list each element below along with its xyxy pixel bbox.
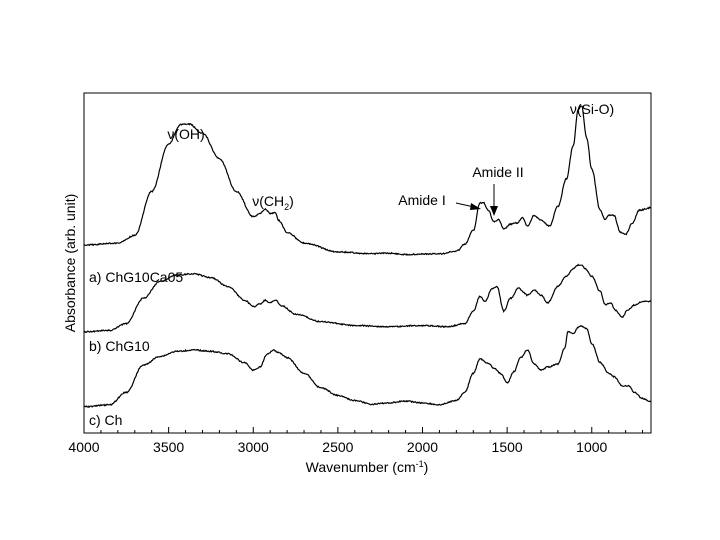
- series-line-chinv-g10ca05: [83, 105, 652, 256]
- y-axis-label: Absorbance (arb. unit): [62, 194, 78, 333]
- x-tick-label-1500: 1500: [492, 439, 523, 455]
- annotation-sio: ν(Si-O): [570, 101, 614, 117]
- series-labels: a) ChG10Ca05 b) ChG10 c) Ch: [89, 269, 183, 428]
- plot-frame: [83, 92, 652, 434]
- amide-i-arrow: [455, 202, 481, 210]
- x-axis: 4000 3500 3000 2500 2000 1500 1000: [68, 427, 644, 455]
- series-layer: [83, 105, 652, 408]
- x-tick-label-2500: 2500: [322, 439, 353, 455]
- annotation-amide-i: Amide I: [398, 192, 445, 208]
- series-label-chg10: b) ChG10: [89, 338, 150, 354]
- series-line-chg10: [83, 263, 652, 334]
- annotation-amide-ii: Amide II: [472, 164, 523, 180]
- annotation-ch2: ν(CH2): [252, 193, 294, 212]
- series-line-ch: [83, 324, 651, 408]
- x-tick-label-3500: 3500: [153, 439, 184, 455]
- series-label-chinv-g10ca05: a) ChG10Ca05: [89, 269, 183, 285]
- x-tick-label-3000: 3000: [238, 439, 269, 455]
- series-label-ch: c) Ch: [89, 412, 122, 428]
- x-tick-label-2000: 2000: [407, 439, 438, 455]
- x-tick-label-4000: 4000: [68, 439, 99, 455]
- x-tick-label-1000: 1000: [576, 439, 607, 455]
- annotation-oh: ν(OH): [167, 126, 204, 142]
- x-axis-label: Wavenumber (cm-1): [306, 459, 429, 475]
- amide-ii-arrow: [490, 184, 498, 216]
